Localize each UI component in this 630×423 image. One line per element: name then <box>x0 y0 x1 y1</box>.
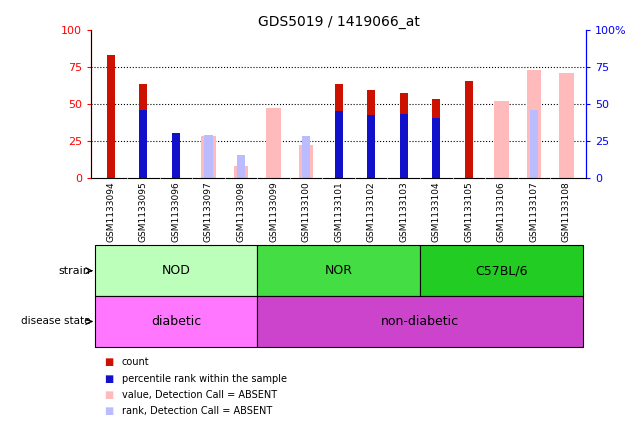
Text: ■: ■ <box>104 406 113 416</box>
Bar <box>257 245 420 296</box>
Bar <box>172 133 180 178</box>
Bar <box>432 118 440 178</box>
Text: GSM1133101: GSM1133101 <box>334 181 343 242</box>
Bar <box>299 145 313 178</box>
Bar <box>201 136 216 178</box>
Bar <box>465 108 472 178</box>
Bar <box>367 91 375 178</box>
Text: NOD: NOD <box>161 264 190 277</box>
Bar <box>94 245 257 296</box>
Bar <box>559 73 574 178</box>
Bar <box>257 296 583 347</box>
Text: diabetic: diabetic <box>151 315 201 328</box>
Text: ■: ■ <box>104 357 113 368</box>
Bar <box>527 70 541 178</box>
Bar <box>266 108 281 178</box>
Text: GSM1133098: GSM1133098 <box>236 181 246 242</box>
Bar <box>335 111 343 178</box>
Bar <box>237 156 245 178</box>
Text: GSM1133099: GSM1133099 <box>269 181 278 242</box>
Bar <box>530 110 538 178</box>
Text: strain: strain <box>59 266 91 276</box>
Bar <box>367 115 375 178</box>
Text: ■: ■ <box>104 390 113 400</box>
Text: GSM1133095: GSM1133095 <box>139 181 148 242</box>
Text: disease state: disease state <box>21 316 91 327</box>
Bar <box>399 114 408 178</box>
Bar <box>172 135 180 178</box>
Bar <box>432 99 440 178</box>
Text: ■: ■ <box>104 374 113 384</box>
Text: value, Detection Call = ABSENT: value, Detection Call = ABSENT <box>122 390 277 400</box>
Text: count: count <box>122 357 149 368</box>
Text: GSM1133097: GSM1133097 <box>204 181 213 242</box>
Bar <box>107 55 115 178</box>
Text: GSM1133106: GSM1133106 <box>497 181 506 242</box>
Bar <box>205 135 212 178</box>
Title: GDS5019 / 1419066_at: GDS5019 / 1419066_at <box>258 14 420 29</box>
Text: GSM1133107: GSM1133107 <box>529 181 539 242</box>
Text: GSM1133094: GSM1133094 <box>106 181 115 242</box>
Bar <box>335 85 343 178</box>
Text: percentile rank within the sample: percentile rank within the sample <box>122 374 287 384</box>
Text: NOR: NOR <box>324 264 353 277</box>
Bar <box>139 85 147 178</box>
Text: GSM1133104: GSM1133104 <box>432 181 441 242</box>
Text: GSM1133102: GSM1133102 <box>367 181 375 242</box>
Bar <box>139 110 147 178</box>
Text: GSM1133105: GSM1133105 <box>464 181 473 242</box>
Bar <box>399 93 408 178</box>
Bar <box>234 166 248 178</box>
Text: GSM1133103: GSM1133103 <box>399 181 408 242</box>
Bar <box>94 296 257 347</box>
Text: GSM1133108: GSM1133108 <box>562 181 571 242</box>
Bar <box>465 81 473 178</box>
Bar <box>302 136 310 178</box>
Text: GSM1133100: GSM1133100 <box>302 181 311 242</box>
Text: rank, Detection Call = ABSENT: rank, Detection Call = ABSENT <box>122 406 272 416</box>
Text: GSM1133096: GSM1133096 <box>171 181 180 242</box>
Text: non-diabetic: non-diabetic <box>381 315 459 328</box>
Bar <box>420 245 583 296</box>
Text: C57BL/6: C57BL/6 <box>475 264 527 277</box>
Bar <box>494 101 508 178</box>
